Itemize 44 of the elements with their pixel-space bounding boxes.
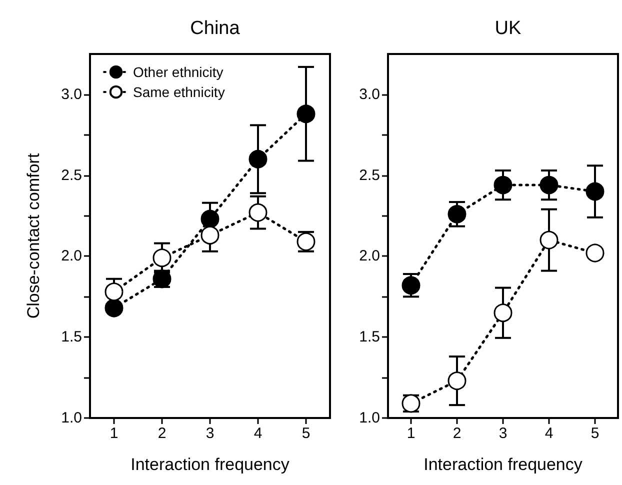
point (200, 210, 220, 228)
x-tick-label: 1 (406, 425, 416, 442)
x-tick-label: 4 (544, 425, 554, 442)
point (296, 104, 316, 124)
x-axis-title: Interaction frequency (130, 455, 290, 474)
point (104, 298, 124, 318)
legend-label: Same ethnicity (133, 84, 225, 100)
point (586, 182, 604, 201)
chart-title: China (190, 18, 240, 39)
y-axis-title: Close-contact comfort (24, 153, 43, 319)
point (152, 248, 172, 268)
point (402, 276, 420, 295)
y-tick-label: 1.0 (61, 410, 82, 426)
x-tick-label: 3 (498, 425, 508, 442)
point (104, 282, 124, 302)
y-tick-label: 3.0 (61, 86, 82, 103)
x-tick-label: 2 (452, 425, 462, 442)
y-tick-label: 1.0 (359, 410, 380, 426)
x-tick-label: 5 (590, 425, 600, 442)
chart-title: UK (494, 18, 522, 39)
point (494, 176, 512, 194)
point (248, 150, 268, 168)
legend-label: Other ethnicity (133, 64, 224, 80)
point (448, 372, 466, 390)
point (540, 176, 558, 194)
x-tick-label: 4 (254, 425, 262, 442)
point (248, 203, 268, 222)
x-tick-label: 3 (206, 425, 214, 442)
y-tick-label: 2.0 (61, 248, 82, 265)
x-tick-label: 1 (110, 425, 118, 442)
y-tick-label: 1.5 (359, 328, 380, 346)
point (448, 204, 466, 224)
y-tick-label: 2.5 (61, 166, 82, 184)
point (540, 230, 558, 250)
y-tick-label: 2.5 (359, 166, 380, 184)
y-tick-label: 2.0 (359, 248, 380, 265)
point (200, 226, 220, 244)
y-tick-label: 3.0 (359, 86, 380, 103)
y-tick-label: 1.5 (61, 328, 82, 346)
point (586, 244, 604, 262)
x-tick-label: 5 (302, 425, 310, 442)
x-axis-title: Interaction frequency (424, 455, 583, 474)
x-tick-label: 2 (158, 425, 166, 442)
point (494, 304, 512, 322)
